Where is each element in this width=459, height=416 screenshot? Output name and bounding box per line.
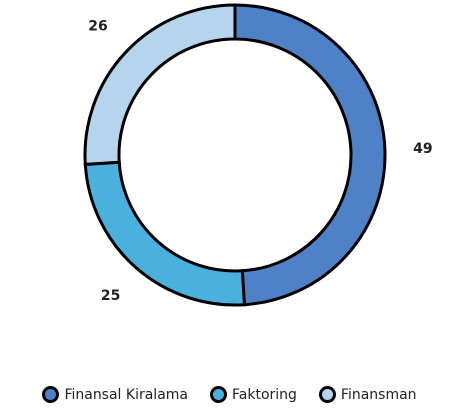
donut-slice: [83, 3, 237, 167]
donut-slice: [233, 3, 387, 307]
data-label: 25: [101, 288, 120, 304]
legend-swatch: [42, 386, 60, 403]
legend-label: Finansman: [340, 386, 417, 403]
donut-slice: [83, 160, 247, 307]
legend-label: Finansal Kiralama: [64, 386, 188, 403]
plot: 49 25 26: [83, 3, 433, 307]
data-label: 49: [413, 141, 432, 157]
data-label: 26: [88, 18, 107, 34]
legend-label: Faktoring: [232, 386, 297, 403]
legend: Finansal Kiralama Faktoring Finansman: [0, 386, 459, 403]
legend-item: Finansman: [318, 386, 417, 403]
legend-item: Finansal Kiralama: [42, 386, 188, 403]
legend-swatch: [210, 386, 227, 403]
legend-item: Faktoring: [210, 386, 297, 403]
legend-swatch: [318, 386, 336, 403]
